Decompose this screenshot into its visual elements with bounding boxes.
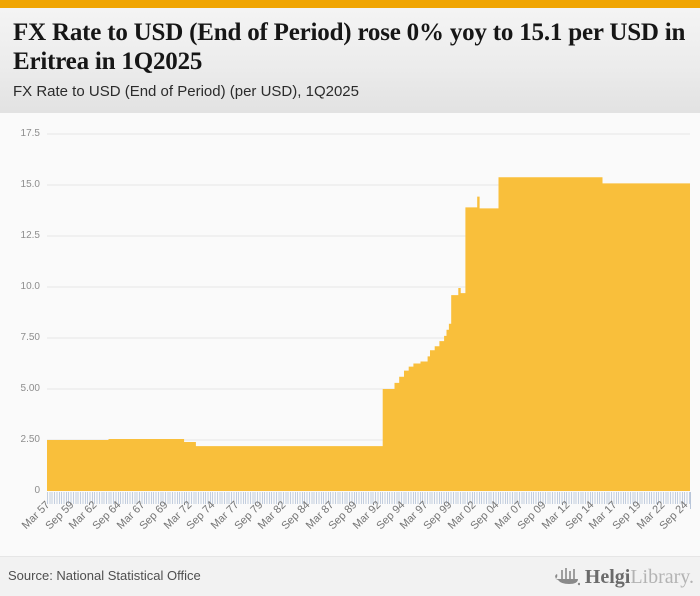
brand-name-light: Library.: [630, 565, 694, 588]
source-text: Source: National Statistical Office: [8, 568, 201, 583]
y-tick-label: 0: [34, 485, 40, 496]
y-tick-label: 10.0: [20, 280, 40, 292]
page-title: FX Rate to USD (End of Period) rose 0% y…: [13, 19, 686, 76]
y-tick-label: 15.0: [20, 178, 40, 190]
y-tick-label: 2.50: [20, 433, 40, 445]
chart-subtitle: FX Rate to USD (End of Period) (per USD)…: [13, 82, 359, 100]
y-tick-label: 5.00: [20, 382, 40, 394]
area-chart-plot: [47, 133, 690, 491]
header: FX Rate to USD (End of Period) rose 0% y…: [0, 8, 700, 113]
y-tick-label: 7.50: [20, 331, 40, 343]
helgi-logo-icon: [554, 568, 580, 586]
brand-name-bold: Helgi: [584, 565, 631, 588]
fx-rate-area-series: [47, 177, 690, 491]
helgi-library-logo[interactable]: Helgi Library.: [554, 563, 694, 591]
y-tick-label: 17.5: [20, 127, 40, 139]
top-accent-bar: [0, 0, 700, 8]
y-tick-label: 12.5: [20, 229, 40, 241]
plot-right-border: [690, 492, 691, 509]
x-axis-minor-ticks: [47, 492, 691, 504]
footer: Source: National Statistical Office Helg…: [0, 556, 700, 596]
chart-area: 17.5 15.0 12.5 10.0 7.50 5.00 2.50 0 Mar 57 Sep …: [0, 113, 700, 556]
